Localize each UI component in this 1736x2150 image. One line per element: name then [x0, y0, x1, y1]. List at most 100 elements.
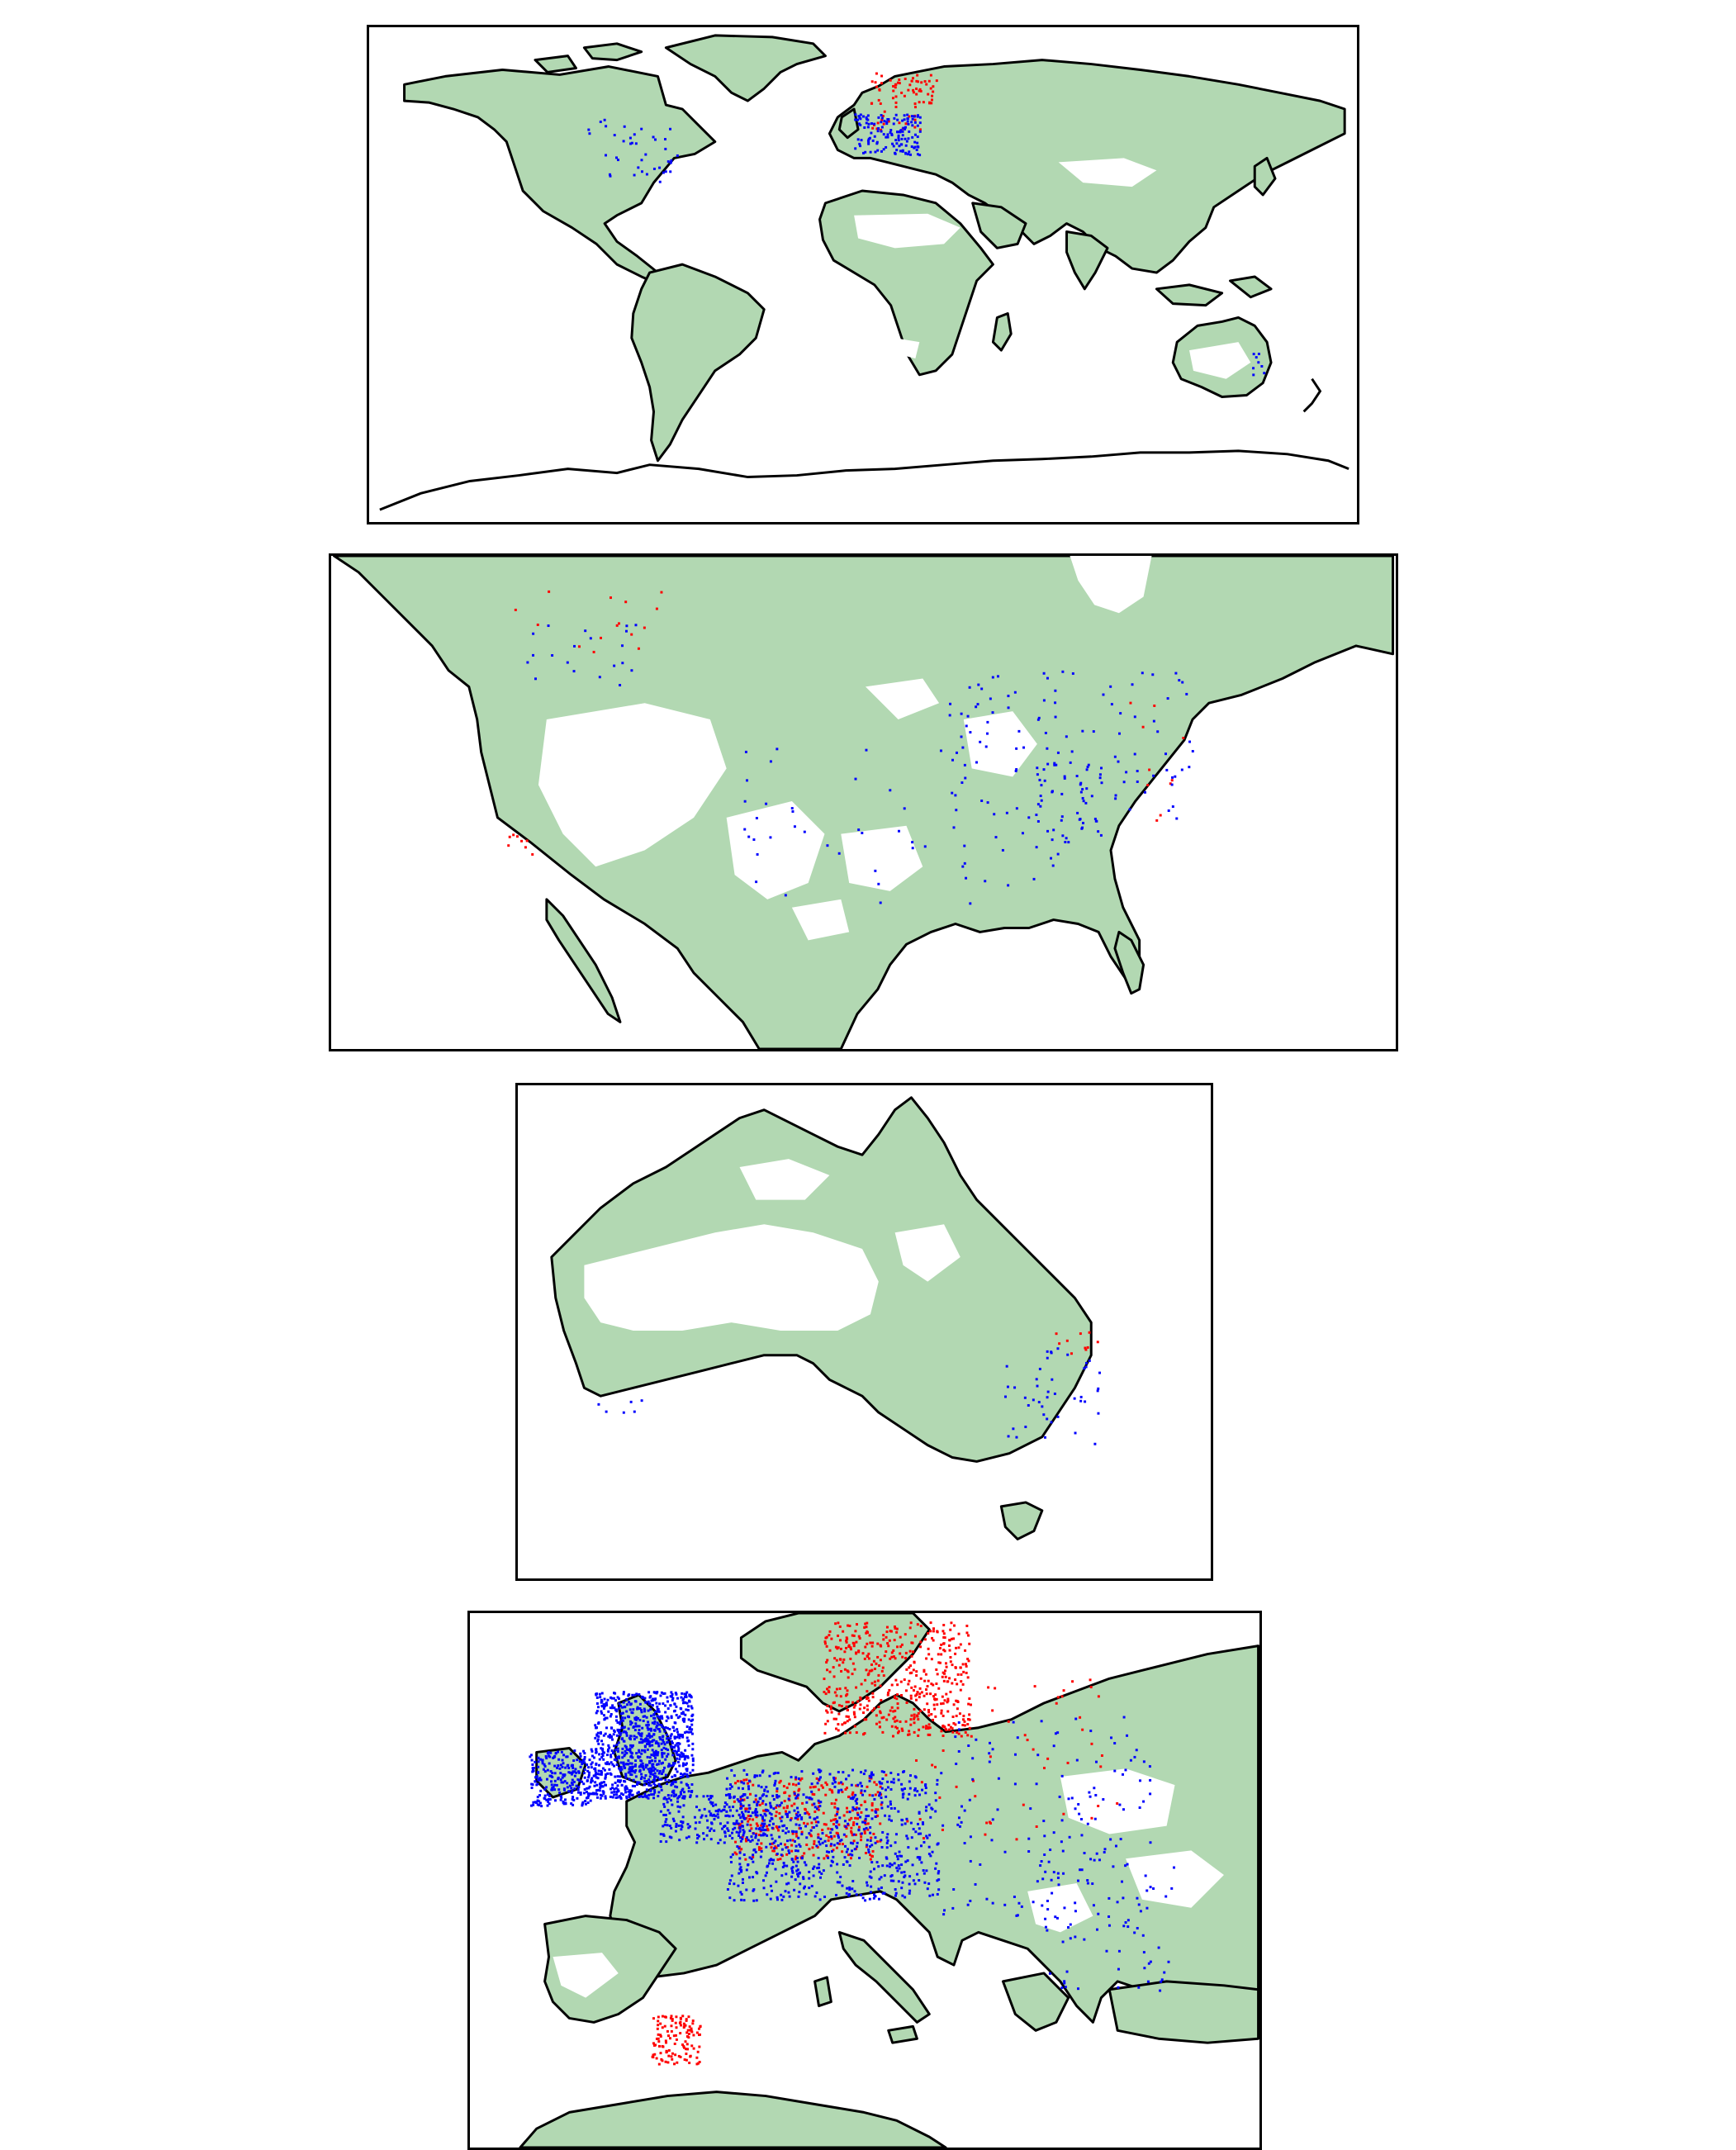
observation-point: [700, 1814, 704, 1817]
observation-point: [638, 1707, 642, 1711]
observation-point: [865, 1808, 868, 1811]
observation-point: [1041, 1904, 1044, 1907]
observation-point: [888, 1639, 891, 1642]
observation-point: [1066, 1353, 1070, 1356]
observation-point: [638, 1702, 642, 1706]
observation-point: [514, 608, 517, 611]
observation-point: [954, 1652, 957, 1655]
observation-point: [964, 1730, 967, 1734]
observation-point: [603, 118, 606, 121]
observation-point: [871, 1773, 875, 1777]
observation-point: [729, 1855, 733, 1858]
observation-point: [757, 1848, 761, 1851]
observation-point: [653, 1768, 657, 1771]
europe-points: [529, 1621, 1176, 2066]
observation-point: [891, 97, 894, 100]
observation-point: [595, 1696, 599, 1699]
observation-point: [530, 1758, 534, 1762]
observation-point: [880, 1839, 883, 1842]
observation-point: [742, 1834, 745, 1837]
observation-point: [738, 1845, 741, 1849]
observation-point: [651, 1735, 653, 1738]
observation-point: [1046, 676, 1049, 680]
observation-point: [913, 118, 917, 121]
observation-point: [909, 1694, 913, 1697]
observation-point: [1149, 1792, 1152, 1796]
observation-point: [601, 1767, 605, 1770]
observation-point: [687, 1744, 690, 1747]
observation-point: [652, 167, 656, 170]
observation-point: [598, 1782, 601, 1786]
observation-point: [913, 1713, 916, 1716]
observation-point: [852, 1833, 856, 1836]
observation-point: [636, 1781, 639, 1784]
observation-point: [1015, 1914, 1018, 1917]
observation-point: [903, 118, 906, 121]
observation-point: [546, 1804, 549, 1807]
observation-point: [847, 1824, 850, 1827]
observation-point: [774, 1839, 777, 1843]
observation-point: [1148, 1765, 1151, 1768]
observation-point: [791, 1871, 794, 1874]
observation-point: [673, 1729, 676, 1732]
observation-point: [957, 1749, 960, 1753]
observation-point: [1048, 1972, 1051, 1975]
observation-point: [739, 1796, 742, 1799]
observation-point: [810, 1782, 813, 1786]
observation-point: [810, 1821, 813, 1825]
observation-point: [860, 1789, 863, 1792]
observation-point: [869, 1845, 872, 1849]
observation-point: [637, 647, 640, 650]
observation-point: [530, 1804, 534, 1807]
observation-point: [731, 1837, 734, 1840]
observation-point: [869, 1831, 872, 1834]
observation-point: [930, 98, 933, 102]
observation-point: [662, 171, 665, 174]
observation-point: [882, 122, 885, 126]
observation-point: [750, 1835, 753, 1839]
observation-point: [1079, 781, 1083, 785]
observation-point: [725, 1787, 728, 1791]
observation-point: [520, 839, 524, 842]
observation-point: [613, 1706, 616, 1710]
observation-point: [915, 1714, 918, 1717]
observation-point: [896, 1683, 899, 1687]
observation-point: [894, 1716, 897, 1719]
observation-point: [851, 1849, 854, 1853]
observation-point: [619, 1720, 622, 1724]
observation-point: [853, 1668, 856, 1671]
observation-point: [847, 1796, 850, 1799]
observation-point: [1056, 852, 1060, 856]
observation-point: [785, 1806, 789, 1810]
observation-point: [674, 1780, 677, 1783]
observation-point: [856, 1841, 859, 1844]
observation-point: [968, 1642, 971, 1645]
observation-point: [652, 1773, 655, 1776]
observation-point: [813, 1843, 816, 1845]
observation-point: [1129, 701, 1132, 705]
observation-point: [819, 1801, 823, 1804]
observation-point: [908, 1649, 912, 1653]
observation-point: [918, 1856, 922, 1859]
observation-point: [570, 1791, 573, 1794]
observation-point: [1067, 841, 1070, 844]
observation-point: [656, 1753, 659, 1756]
observation-point: [1170, 779, 1174, 782]
observation-point: [1152, 719, 1155, 723]
observation-point: [927, 1653, 931, 1656]
observation-point: [653, 1691, 657, 1694]
observation-point: [949, 1660, 952, 1664]
observation-point: [879, 1782, 882, 1785]
observation-point: [728, 1879, 732, 1882]
observation-point: [912, 77, 914, 80]
observation-point: [752, 1853, 755, 1857]
observation-point: [784, 1810, 787, 1813]
observation-point: [1089, 1678, 1092, 1682]
observation-point: [621, 1747, 624, 1750]
observation-point: [863, 1626, 866, 1629]
observation-point: [1053, 762, 1056, 765]
observation-point: [900, 1643, 904, 1646]
observation-point: [919, 1709, 923, 1712]
observation-point: [621, 1711, 624, 1715]
observation-point: [832, 1701, 835, 1705]
